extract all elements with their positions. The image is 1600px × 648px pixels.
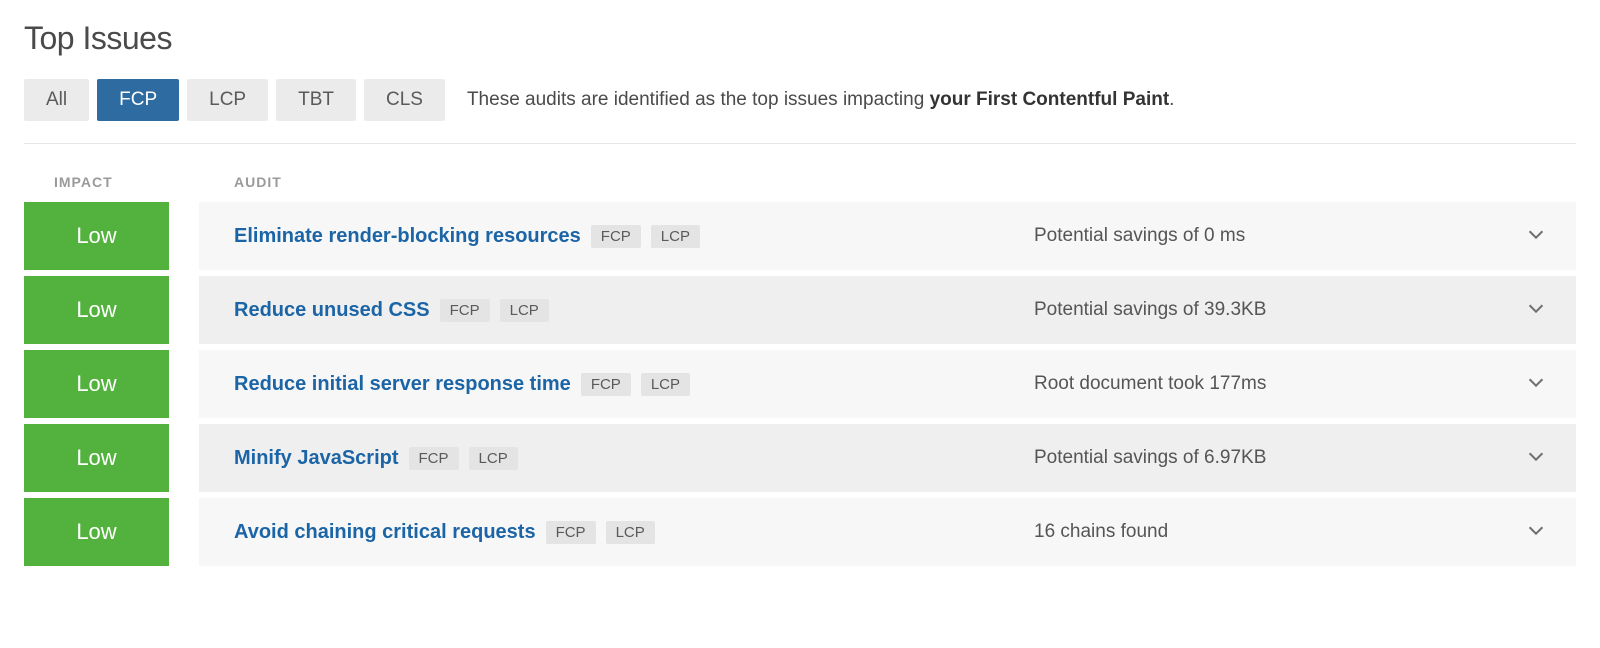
audit-detail: Root document took 177ms [1034, 373, 1486, 395]
audit-cell: Eliminate render-blocking resources FCP LC… [234, 225, 1034, 248]
audit-detail: Potential savings of 39.3KB [1034, 299, 1486, 321]
expand-toggle[interactable] [1496, 202, 1576, 270]
description-strong: your First Contentful Paint [930, 89, 1170, 110]
tabs: AllFCPLCPTBTCLS [24, 79, 445, 121]
filter-bar: AllFCPLCPTBTCLS These audits are identif… [24, 79, 1576, 144]
page-title: Top Issues [24, 20, 1576, 57]
audit-cell: Reduce unused CSS FCP LCP [234, 299, 1034, 322]
expand-toggle[interactable] [1496, 498, 1576, 566]
audit-cell: Reduce initial server response time FCP LC… [234, 373, 1034, 396]
audit-detail: Potential savings of 0 ms [1034, 225, 1486, 247]
tab-tbt[interactable]: TBT [276, 79, 356, 121]
issue-body: Eliminate render-blocking resources FCP LC… [199, 202, 1496, 270]
expand-toggle[interactable] [1496, 276, 1576, 344]
table-header: IMPACT AUDIT [24, 144, 1576, 202]
issues-table-body: Low Eliminate render-blocking resources FC… [24, 202, 1576, 566]
column-header-audit: AUDIT [199, 174, 1576, 190]
audit-cell: Minify JavaScript FCP LCP [234, 447, 1034, 470]
issue-body: Minify JavaScript FCP LCP Potential savings… [199, 424, 1496, 492]
metric-tag-fcp: FCP [440, 299, 490, 322]
metric-tag-lcp: LCP [641, 373, 690, 396]
audit-detail: Potential savings of 6.97KB [1034, 447, 1486, 469]
issue-row: Low Reduce unused CSS FCP LCP Potential savi… [24, 276, 1576, 344]
issue-body: Reduce initial server response time FCP LC… [199, 350, 1496, 418]
metric-tag-fcp: FCP [546, 521, 596, 544]
metric-tag-lcp: LCP [606, 521, 655, 544]
metric-tag-fcp: FCP [581, 373, 631, 396]
issue-body: Avoid chaining critical requests FCP LCP 16… [199, 498, 1496, 566]
issue-row: Low Minify JavaScript FCP LCP Potential savi… [24, 424, 1576, 492]
impact-badge: Low [24, 350, 169, 418]
audit-detail: 16 chains found [1034, 521, 1486, 543]
chevron-down-icon [1525, 445, 1547, 472]
metric-tag-lcp: LCP [651, 225, 700, 248]
chevron-down-icon [1525, 223, 1547, 250]
tab-lcp[interactable]: LCP [187, 79, 268, 121]
metric-tag-fcp: FCP [591, 225, 641, 248]
tab-cls[interactable]: CLS [364, 79, 445, 121]
metric-tag-fcp: FCP [409, 447, 459, 470]
audit-link[interactable]: Minify JavaScript [234, 447, 399, 470]
expand-toggle[interactable] [1496, 424, 1576, 492]
audit-link[interactable]: Eliminate render-blocking resources [234, 225, 581, 248]
description-suffix: . [1169, 89, 1174, 110]
column-header-impact: IMPACT [24, 174, 199, 190]
issue-body: Reduce unused CSS FCP LCP Potential savings… [199, 276, 1496, 344]
chevron-down-icon [1525, 519, 1547, 546]
issue-row: Low Avoid chaining critical requests FCP LC… [24, 498, 1576, 566]
impact-badge: Low [24, 202, 169, 270]
tab-all[interactable]: All [24, 79, 89, 121]
impact-badge: Low [24, 276, 169, 344]
issue-row: Low Eliminate render-blocking resources FC… [24, 202, 1576, 270]
metric-tag-lcp: LCP [500, 299, 549, 322]
metric-tag-lcp: LCP [469, 447, 518, 470]
audit-cell: Avoid chaining critical requests FCP LCP [234, 521, 1034, 544]
tabs-description: These audits are identified as the top i… [467, 89, 1175, 111]
issue-row: Low Reduce initial server response time FC… [24, 350, 1576, 418]
tab-fcp[interactable]: FCP [97, 79, 179, 121]
audit-link[interactable]: Reduce initial server response time [234, 373, 571, 396]
audit-link[interactable]: Reduce unused CSS [234, 299, 430, 322]
expand-toggle[interactable] [1496, 350, 1576, 418]
description-prefix: These audits are identified as the top i… [467, 89, 930, 110]
chevron-down-icon [1525, 297, 1547, 324]
impact-badge: Low [24, 498, 169, 566]
audit-link[interactable]: Avoid chaining critical requests [234, 521, 536, 544]
impact-badge: Low [24, 424, 169, 492]
chevron-down-icon [1525, 371, 1547, 398]
